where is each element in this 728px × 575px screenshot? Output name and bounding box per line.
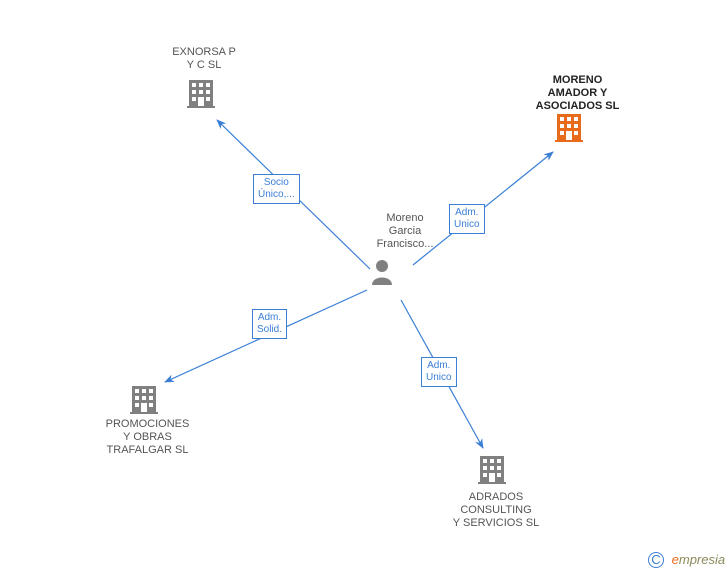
watermark-first-letter: e	[672, 552, 679, 567]
edge-label: Socio Único,...	[253, 174, 300, 204]
node-label: EXNORSA P Y C SL	[164, 46, 244, 72]
node-label: ADRADOS CONSULTING Y SERVICIOS SL	[446, 491, 546, 530]
building-icon	[130, 384, 158, 419]
center-node-label: Moreno Garcia Francisco...	[370, 212, 440, 251]
building-icon	[187, 78, 215, 113]
watermark-text: mpresia	[679, 552, 725, 567]
edges-group	[165, 120, 553, 448]
person-icon	[370, 259, 394, 290]
edge-label: Adm. Unico	[421, 357, 457, 387]
node-label: MORENO AMADOR Y ASOCIADOS SL	[530, 74, 625, 113]
node-label: PROMOCIONES Y OBRAS TRAFALGAR SL	[100, 418, 195, 457]
edge-label: Adm. Unico	[449, 204, 485, 234]
copyright-icon: C	[648, 552, 664, 568]
watermark: C empresia	[648, 552, 725, 568]
edge-label: Adm. Solid.	[252, 309, 287, 339]
building-icon	[478, 454, 506, 489]
building-icon	[555, 112, 583, 147]
